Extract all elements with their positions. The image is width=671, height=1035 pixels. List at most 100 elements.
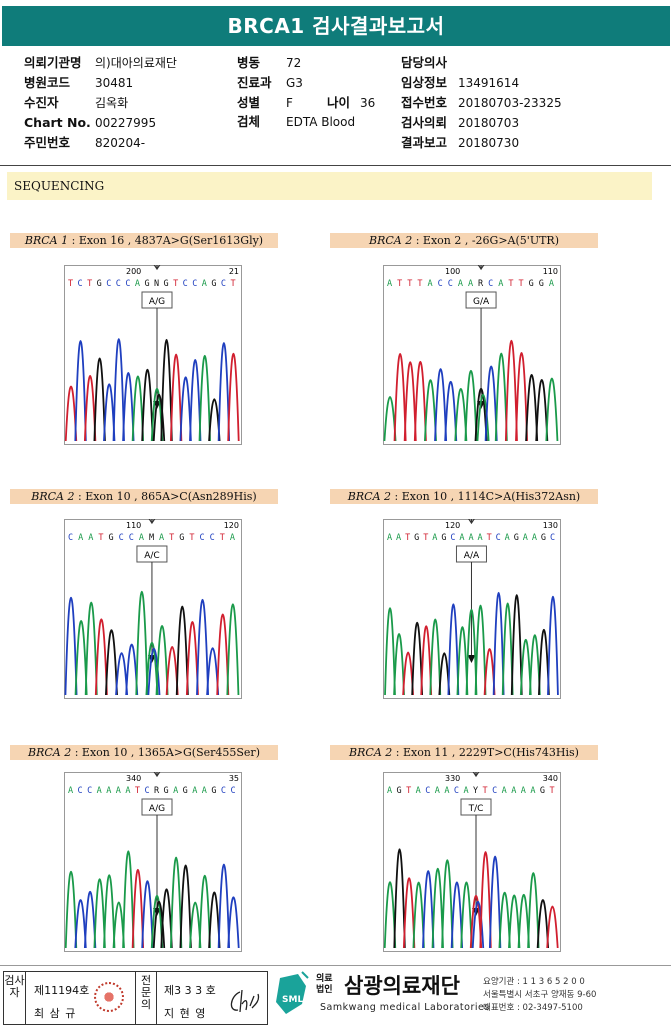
- base-call: A: [106, 786, 111, 796]
- gene-name: BRCA 2: [31, 490, 75, 503]
- trace-peak: [141, 880, 154, 949]
- trace-peak: [484, 365, 498, 442]
- trace-peak: [403, 361, 417, 442]
- trace-peak: [206, 647, 220, 696]
- trace-peak: [454, 388, 468, 442]
- facility-code: 요양기관 : 1 1 3 6 5 2 0 0: [483, 977, 585, 987]
- trace-peak: [447, 603, 460, 696]
- variant-description: : Exon 10 , 1365A>G(Ser455Ser): [71, 746, 260, 759]
- trace-peak: [474, 604, 487, 696]
- field-c3-3-value: 20180703: [458, 116, 520, 130]
- trace-peak: [179, 376, 192, 442]
- trace-peak: [115, 652, 129, 696]
- trace-peak: [517, 894, 530, 949]
- trace-peak: [122, 850, 135, 949]
- position-label-left: 100: [445, 267, 460, 276]
- trace-peak: [498, 892, 511, 949]
- base-call: C: [106, 279, 111, 289]
- trace-peak: [431, 868, 444, 949]
- variant-description: : Exon 2 , -26G>A(5'UTR): [412, 234, 559, 247]
- position-label-right: 340: [543, 774, 558, 783]
- base-call: C: [492, 786, 497, 796]
- base-call: C: [78, 279, 83, 289]
- base-call: A: [230, 533, 235, 543]
- position-label-left: 200: [126, 267, 141, 276]
- base-call: A: [116, 786, 121, 796]
- base-call: A: [97, 786, 102, 796]
- base-call: A: [549, 279, 554, 289]
- trace-peak: [122, 372, 135, 442]
- base-call: T: [417, 279, 422, 289]
- base-call: M: [149, 533, 154, 543]
- position-label-right: 110: [543, 267, 558, 276]
- base-call: G: [108, 533, 113, 543]
- genotype-call: A/G: [149, 804, 165, 814]
- report-footer: 검사자 제11194호 최 삼 규 전문의 제3 3 3 호 지 현 영 SML…: [0, 965, 671, 1035]
- base-call: T: [169, 533, 174, 543]
- base-call: T: [487, 533, 492, 543]
- field-age-label: 나이: [327, 95, 351, 110]
- trace-peak: [84, 601, 98, 696]
- base-call: T: [549, 786, 554, 796]
- trace-peak: [74, 899, 87, 949]
- trace-peak: [185, 621, 199, 696]
- chromatogram-panel: 340 35 A C C A A A A T C R G A G A A G C C A/G: [64, 772, 242, 952]
- trace-peak: [198, 875, 211, 949]
- base-call: C: [125, 279, 130, 289]
- base-call: C: [183, 279, 188, 289]
- trace-peak: [227, 352, 240, 442]
- trace-peak: [515, 351, 528, 442]
- variant-arrow-icon: [153, 772, 161, 778]
- base-call: T: [220, 533, 225, 543]
- trace-peak: [535, 379, 549, 442]
- base-call: T: [87, 279, 92, 289]
- base-call: T: [98, 533, 103, 543]
- signer-role-1: 검사자: [4, 972, 26, 1024]
- base-call: A: [459, 533, 464, 543]
- variant-arrow-icon: [468, 519, 475, 525]
- variant-caption: BRCA 1 : Exon 16 , 4837A>G(Ser1613Gly): [10, 233, 278, 248]
- base-call: A: [88, 533, 93, 543]
- signer-1-name: 최 삼 규: [34, 1007, 77, 1020]
- base-call: A: [387, 786, 392, 796]
- base-call: C: [221, 279, 226, 289]
- trace-peak: [160, 888, 173, 949]
- base-call: A: [505, 533, 510, 543]
- base-call: C: [425, 786, 430, 796]
- trace-peak: [488, 855, 502, 949]
- trace-peak: [393, 633, 405, 696]
- sml-logo-icon: SML: [276, 971, 309, 1014]
- variant-description: : Exon 11 , 2229T>C(His743His): [392, 746, 579, 759]
- trace-peak: [189, 359, 202, 442]
- genotype-call: G/A: [473, 297, 490, 307]
- base-call: A: [468, 279, 473, 289]
- field-c3-4-value: 20180730: [458, 136, 520, 150]
- trace-peak: [504, 340, 518, 442]
- trace-peak: [546, 905, 559, 949]
- base-call: C: [450, 533, 455, 543]
- signer-2-name: 지 현 영: [164, 1007, 207, 1020]
- field-c2-1-label: 진료과: [237, 75, 272, 90]
- field-c3-3-label: 검사의뢰: [401, 115, 448, 130]
- trace-peak: [105, 629, 118, 696]
- variant-arrow-icon: [472, 772, 480, 778]
- field-c1-1-label: 병원코드: [24, 75, 71, 90]
- signature-box: 검사자 제11194호 최 삼 규 전문의 제3 3 3 호 지 현 영: [3, 971, 268, 1025]
- base-call: A: [173, 786, 178, 796]
- variant-caption: BRCA 2 : Exon 11 , 2229T>C(His743His): [330, 745, 598, 760]
- trace-peak: [83, 891, 97, 949]
- base-call: A: [68, 786, 73, 796]
- base-call: A: [202, 786, 207, 796]
- field-c2-2-label: 성별: [237, 95, 261, 110]
- base-call: T: [405, 533, 410, 543]
- variant-arrow-icon: [148, 519, 156, 525]
- trace-peak: [64, 597, 78, 696]
- trace-peak: [383, 881, 397, 949]
- base-call: G: [211, 279, 216, 289]
- base-call: C: [87, 786, 92, 796]
- trace-peak: [131, 375, 145, 442]
- trace-peak: [527, 872, 540, 949]
- trace-peak: [510, 594, 523, 696]
